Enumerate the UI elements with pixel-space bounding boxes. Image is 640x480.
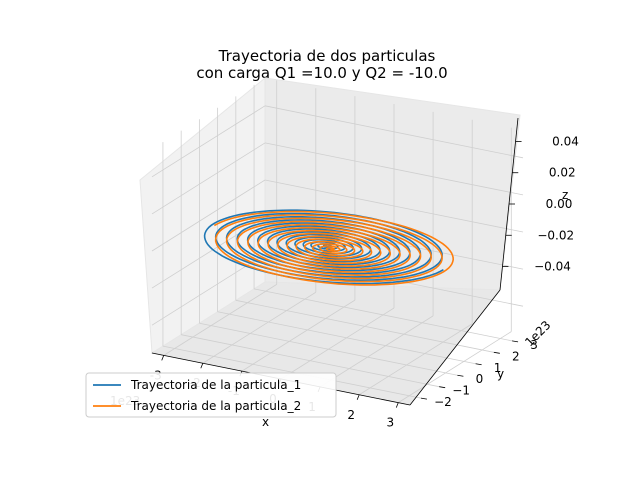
x-axis-label: x [262, 415, 269, 429]
y-tick-label: −1 [452, 384, 470, 398]
x-grid-line-floor [280, 307, 395, 380]
z-grid-line-side [151, 142, 266, 215]
y-grid-line-floor [253, 288, 513, 342]
z-grid-line-back [264, 142, 524, 196]
z-tick-label: 0.04 [552, 134, 579, 148]
back-pane [264, 77, 521, 291]
y-grid-line-floor [199, 322, 458, 376]
y-tick-mark [420, 397, 428, 400]
y-tick-mark [511, 340, 519, 343]
chart-title: Trayectoria de dos particulas con carga … [196, 47, 447, 82]
y-grid-line-floor [162, 345, 422, 399]
x-tick-label: 3 [386, 416, 394, 430]
x-grid-line-floor [398, 331, 512, 403]
legend-entry-2: Trayectoria de la particula_2 [130, 399, 301, 413]
y-grid-line-floor [217, 311, 476, 365]
x-grid-line-floor [241, 299, 356, 372]
y-tick-label: 1 [494, 361, 502, 375]
x-tick-mark [395, 402, 399, 408]
z-axis-label: z [562, 188, 568, 202]
x-tick-mark [200, 363, 204, 369]
y-tick-mark [475, 363, 482, 366]
y-tick-mark [457, 374, 464, 377]
x-grid-line-floor [202, 291, 317, 364]
y-axis-line [409, 289, 501, 406]
x-tick-mark [161, 355, 165, 361]
legend-entry-1: Trayectoria de la particula_1 [130, 378, 301, 392]
x-grid-line-floor [163, 284, 277, 356]
y-axis-label: y [497, 367, 504, 381]
z-tick-label: −0.02 [537, 228, 574, 242]
x-tick-label: 2 [347, 408, 355, 422]
series-line-1 [203, 209, 444, 285]
y-tick-label: −2 [434, 395, 452, 409]
x-grid-line-floor [319, 315, 434, 388]
legend-box [85, 372, 337, 418]
y-grid-line-floor [181, 334, 440, 388]
z-grid-line-side [151, 105, 266, 178]
z-grid-line-back [264, 105, 524, 159]
legend: Trayectoria de la particula_1 Trayectori… [85, 372, 337, 418]
series-layer [203, 209, 455, 286]
y-tick-label: 2 [512, 349, 520, 363]
chart-title-line-2: con carga Q1 =10.0 y Q2 = -10.0 [196, 64, 447, 82]
y-tick-mark [439, 386, 446, 389]
z-grid-line-back [264, 179, 524, 233]
y-grid-line-floor [235, 299, 494, 353]
z-tick-label: −0.04 [534, 260, 571, 274]
y-tick-label: 3 [530, 338, 538, 352]
z-tick-label: 0.02 [549, 166, 576, 180]
series-line-2 [213, 210, 455, 286]
x-grid-line-floor [358, 323, 473, 396]
z-tick-label: 0.00 [546, 197, 573, 211]
chart-title-line-1: Trayectoria de dos particulas [218, 47, 436, 65]
y-tick-label: 0 [476, 372, 484, 386]
z-grid-line-side [151, 179, 266, 252]
x-tick-mark [356, 394, 360, 400]
y-tick-mark [493, 351, 500, 354]
